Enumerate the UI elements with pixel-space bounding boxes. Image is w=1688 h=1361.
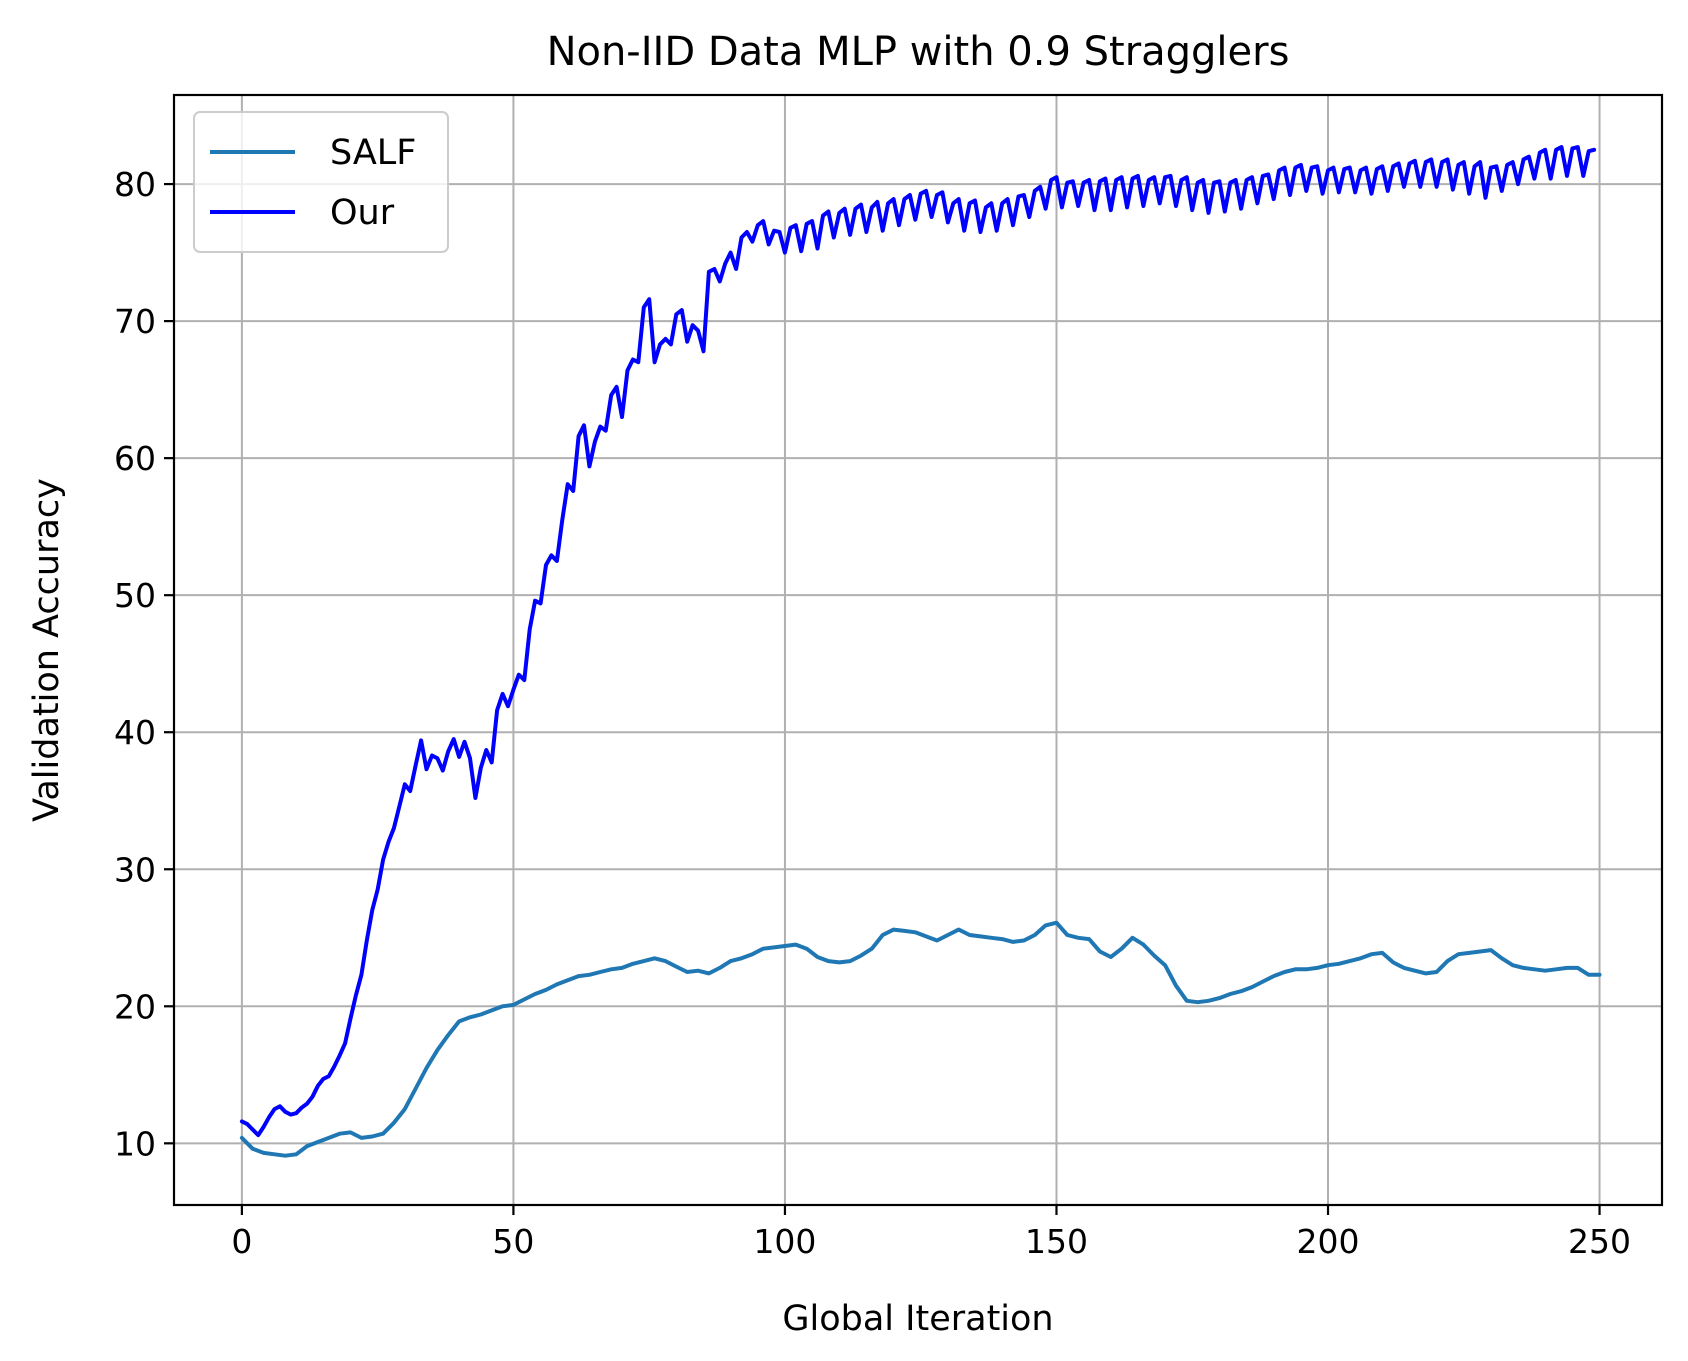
legend-label-our: Our xyxy=(330,193,395,233)
y-tick-label: 10 xyxy=(114,1124,156,1163)
x-tick-label: 150 xyxy=(1025,1222,1088,1261)
x-tick-label: 50 xyxy=(492,1222,534,1261)
y-tick-label: 30 xyxy=(114,850,156,889)
legend-box xyxy=(193,111,449,253)
x-axis-ticks: 0 50 100 150 200 250 xyxy=(231,1205,1631,1261)
legend: SALF Our xyxy=(193,111,449,253)
y-tick-label: 50 xyxy=(114,576,156,615)
x-tick-label: 0 xyxy=(231,1222,252,1261)
series-lines xyxy=(239,145,1602,1158)
grid xyxy=(174,95,1662,1205)
y-tick-label: 70 xyxy=(114,302,156,341)
chart-title: Non-IID Data MLP with 0.9 Stragglers xyxy=(547,29,1290,75)
y-tick-label: 40 xyxy=(114,713,156,752)
series-line-salf xyxy=(239,920,1602,1158)
legend-label-salf: SALF xyxy=(330,133,416,173)
y-axis-ticks: 10 20 30 40 50 60 70 80 xyxy=(114,165,174,1163)
x-tick-label: 200 xyxy=(1297,1222,1360,1261)
x-tick-label: 100 xyxy=(753,1222,816,1261)
x-axis-label: Global Iteration xyxy=(782,1299,1053,1339)
plot-frame xyxy=(172,93,1664,1207)
y-tick-label: 80 xyxy=(114,165,156,204)
y-tick-label: 60 xyxy=(114,439,156,478)
x-tick-label: 250 xyxy=(1568,1222,1631,1261)
y-tick-label: 20 xyxy=(114,987,156,1026)
series-line-our xyxy=(239,145,1597,1138)
y-axis-label: Validation Accuracy xyxy=(27,478,67,822)
